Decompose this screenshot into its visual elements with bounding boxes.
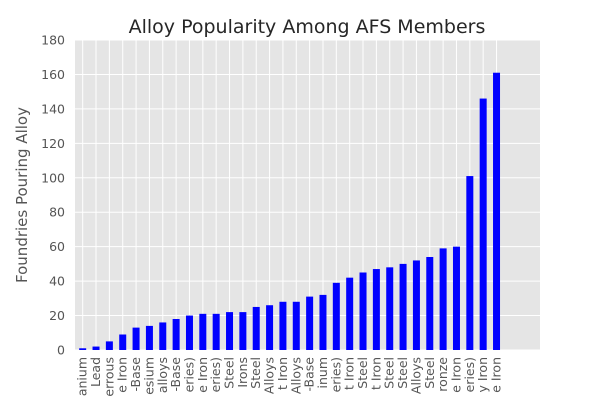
bar (359, 272, 367, 350)
x-tick-label: Steel (422, 357, 437, 389)
bars (79, 72, 501, 350)
y-tick-label: 20 (49, 308, 65, 323)
bar (119, 334, 127, 350)
x-tick-label: eries) (181, 357, 196, 392)
x-tick-label: t Iron (275, 357, 290, 390)
x-tick-label: inum (315, 357, 330, 389)
bar (306, 296, 314, 350)
bar (386, 267, 394, 350)
bar (292, 301, 300, 350)
bar (399, 263, 407, 350)
x-tick-label: Irons (235, 357, 250, 388)
y-tick-label: 80 (49, 205, 65, 220)
chart-title: Alloy Popularity Among AFS Members (129, 16, 486, 38)
bar (426, 257, 434, 350)
bar (172, 319, 180, 350)
bar (332, 282, 340, 350)
bar (145, 325, 153, 350)
x-tick-label: ronze (435, 357, 450, 392)
bar (452, 246, 460, 350)
x-tick-label: Steel (382, 357, 397, 389)
x-tick-label: eries) (462, 357, 477, 392)
x-tick-label: Lead (88, 357, 103, 387)
x-tick-label: -Base (128, 357, 143, 392)
y-tick-label: 40 (49, 274, 65, 289)
x-tick-label: anium (75, 357, 90, 396)
bar (132, 327, 140, 350)
x-tick-label: alloys (155, 357, 170, 393)
x-tick-label: -Base (168, 357, 183, 392)
y-tick-label: 180 (41, 33, 65, 48)
bar (319, 294, 327, 350)
y-tick-label: 60 (49, 239, 65, 254)
bar (92, 346, 100, 350)
bar (79, 348, 87, 350)
bar (439, 248, 447, 350)
bar (199, 313, 207, 350)
y-axis-label: Foundries Pouring Alloy (13, 107, 31, 283)
x-tick-label: Alloys (288, 357, 303, 394)
x-tick-label: eries) (328, 357, 343, 392)
bar (252, 306, 260, 350)
x-tick-label: errous (101, 357, 116, 397)
x-tick-label: y Iron (475, 357, 490, 393)
y-tick-label: 160 (41, 67, 65, 82)
y-tick-labels: 0 20 40 60 80 100 120 140 160 180 (41, 33, 65, 358)
bar (239, 312, 247, 350)
bar (412, 260, 420, 350)
y-tick-label: 0 (57, 343, 65, 358)
bar (493, 72, 501, 350)
x-tick-label: t Iron (368, 357, 383, 390)
bar (266, 305, 274, 350)
y-tick-label: 140 (41, 101, 65, 116)
bar (372, 269, 380, 350)
bar (226, 312, 234, 350)
x-tick-label: -Base (302, 357, 317, 392)
bar (466, 176, 474, 350)
x-tick-label: e Iron (489, 357, 504, 393)
y-tick-label: 100 (41, 170, 65, 185)
bar (159, 322, 167, 350)
x-tick-label: e Iron (115, 357, 130, 393)
x-tick-label: eries) (208, 357, 223, 392)
x-tick-label: Steel (355, 357, 370, 389)
bar (346, 277, 354, 350)
x-tick-label: t Iron (342, 357, 357, 390)
x-tick-label: Alloys (408, 357, 423, 394)
bar (212, 313, 220, 350)
bar (105, 341, 113, 350)
bar (185, 315, 193, 350)
y-tick-label: 120 (41, 136, 65, 151)
x-tick-label: esium (141, 357, 156, 395)
x-tick-label: e Iron (448, 357, 463, 393)
x-tick-label: Steel (222, 357, 237, 389)
x-tick-label: e Iron (195, 357, 210, 393)
bar (479, 98, 487, 350)
x-tick-label: Steel (395, 357, 410, 389)
x-tick-label: Alloys (262, 357, 277, 394)
bar (279, 301, 287, 350)
x-tick-label: Steel (248, 357, 263, 389)
